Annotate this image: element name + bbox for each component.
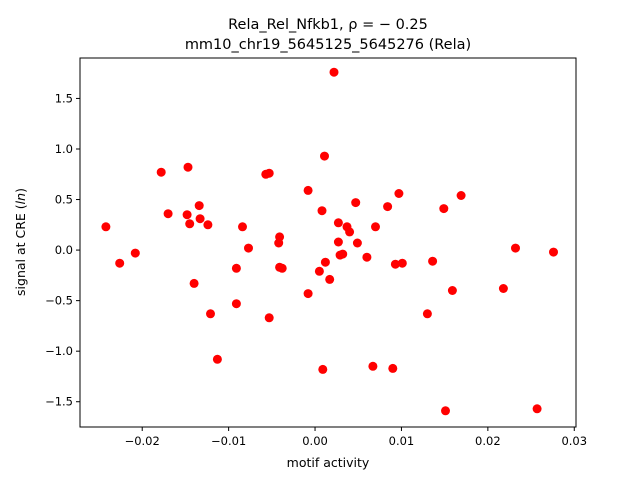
- x-tick-label: −0.02: [125, 434, 160, 448]
- data-point: [231, 263, 241, 273]
- data-point: [303, 185, 313, 195]
- data-point: [383, 202, 393, 212]
- x-axis-label: motif activity: [287, 455, 370, 470]
- x-axis-ticks: −0.02 −0.01 0.00 0.01 0.02 0.03: [125, 427, 587, 448]
- data-point: [352, 238, 362, 248]
- data-point: [447, 286, 457, 295]
- data-point: [394, 189, 404, 198]
- data-point: [351, 198, 361, 208]
- data-point: [244, 243, 253, 253]
- y-tick-label: 1.0: [55, 142, 73, 156]
- data-point: [333, 218, 343, 228]
- plot-frame: [79, 57, 577, 428]
- data-point: [439, 204, 449, 214]
- data-point: [183, 162, 193, 172]
- chart-title-line2: mm10_chr19_5645125_5645276 (Rela): [185, 37, 471, 53]
- y-tick-label: 0.5: [55, 193, 73, 207]
- points-layer: [101, 67, 558, 416]
- y-tick-label: 0.0: [55, 243, 73, 257]
- data-point: [320, 257, 330, 267]
- data-point: [231, 299, 241, 309]
- data-point: [362, 252, 372, 262]
- data-point: [532, 404, 542, 414]
- data-point: [549, 247, 558, 257]
- data-point: [320, 151, 329, 161]
- data-point: [130, 248, 140, 258]
- data-point: [212, 354, 222, 364]
- data-point: [182, 210, 192, 220]
- data-point: [101, 222, 111, 232]
- x-tick-label: −0.01: [211, 434, 246, 448]
- data-point: [345, 227, 355, 237]
- data-point: [314, 266, 324, 276]
- y-tick-label: −1.5: [45, 395, 73, 409]
- data-point: [329, 67, 339, 77]
- y-tick-label: −0.5: [45, 294, 73, 308]
- data-point: [333, 237, 343, 247]
- x-tick-label: 0.00: [302, 434, 328, 448]
- data-point: [185, 219, 195, 229]
- y-axis-label: signal at CRE (ln): [13, 188, 28, 296]
- data-point: [388, 363, 398, 373]
- x-tick-label: 0.03: [561, 434, 587, 448]
- data-point: [428, 256, 438, 266]
- data-point: [203, 220, 213, 230]
- data-point: [456, 191, 466, 200]
- data-point: [189, 278, 199, 288]
- data-point: [194, 201, 204, 211]
- data-point: [317, 206, 327, 216]
- data-point: [238, 222, 247, 232]
- y-tick-label: −1.0: [45, 344, 73, 358]
- x-tick-label: 0.02: [475, 434, 501, 448]
- data-point: [498, 284, 508, 293]
- data-point: [275, 232, 285, 242]
- data-point: [163, 209, 173, 219]
- y-axis-ticks: −1.5 −1.0 −0.5 0.0 0.5 1.0 1.5: [45, 91, 80, 409]
- data-point: [422, 309, 432, 319]
- data-point: [371, 222, 380, 232]
- data-point: [195, 214, 205, 224]
- data-point: [338, 249, 348, 259]
- data-point: [115, 258, 125, 268]
- data-point: [318, 364, 328, 374]
- data-point: [511, 243, 520, 253]
- x-tick-label: 0.01: [389, 434, 415, 448]
- data-point: [325, 274, 335, 284]
- chart-title-line1: Rela_Rel_Nfkb1, ρ = − 0.25: [228, 17, 428, 33]
- data-point: [441, 406, 450, 416]
- data-point: [397, 258, 407, 268]
- y-tick-label: 1.5: [55, 91, 73, 105]
- data-point: [368, 361, 378, 371]
- data-point: [303, 289, 313, 299]
- data-point: [277, 263, 287, 273]
- data-point: [264, 313, 274, 323]
- data-point: [390, 259, 400, 269]
- data-point: [264, 168, 274, 178]
- data-point: [206, 309, 215, 319]
- data-point: [156, 167, 166, 177]
